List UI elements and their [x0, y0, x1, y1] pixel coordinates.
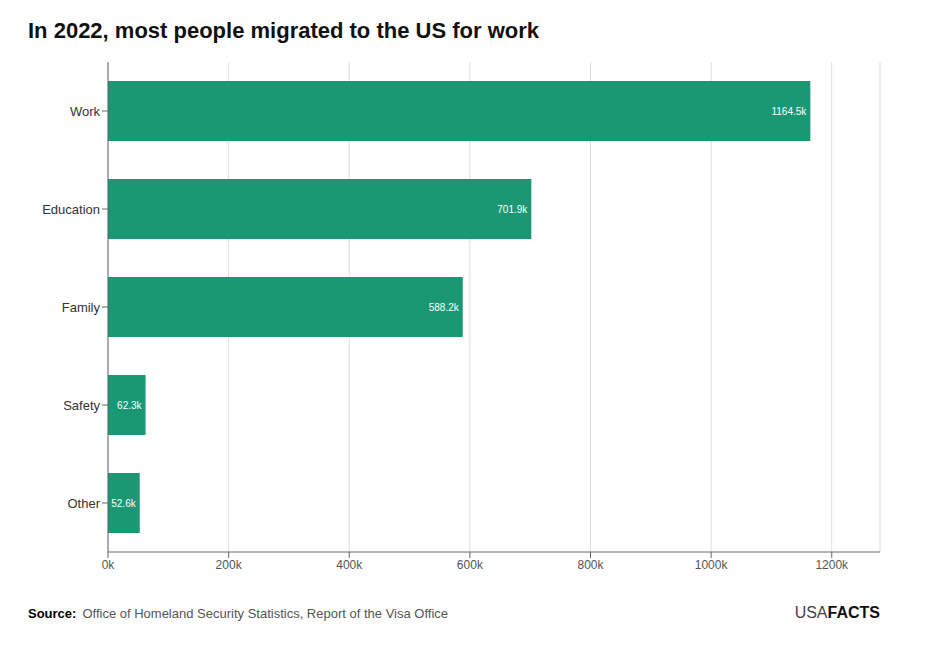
svg-text:701.9k: 701.9k [497, 204, 528, 215]
html-text:USA FACTS: USA FACTS [794, 604, 880, 621]
svg-text:1164.5k: 1164.5k [771, 106, 807, 117]
svg-text:Work: Work [70, 104, 101, 119]
svg-text:Education: Education [42, 202, 100, 217]
svg-text:588.2k: 588.2k [429, 302, 460, 313]
html-text:In 2022, most people migrated: In 2022, most people migrated to the US … [28, 18, 539, 43]
svg-text:1000k: 1000k [695, 558, 729, 572]
svg-text:400k: 400k [336, 558, 363, 572]
svg-text:Other: Other [67, 496, 100, 511]
svg-text:600k: 600k [457, 558, 484, 572]
svg-text:1200k: 1200k [815, 558, 849, 572]
svg-text:62.3k: 62.3k [117, 400, 142, 411]
svg-text:0k: 0k [102, 558, 116, 572]
svg-text:Family: Family [62, 300, 101, 315]
svg-text:52.6k: 52.6k [111, 498, 136, 509]
html-text:Source: Office of Homeland Sec: Source: Office of Homeland Security Stat… [28, 606, 448, 621]
svg-text:Safety: Safety [63, 398, 100, 413]
svg-text:800k: 800k [577, 558, 604, 572]
svg-text:200k: 200k [216, 558, 243, 572]
